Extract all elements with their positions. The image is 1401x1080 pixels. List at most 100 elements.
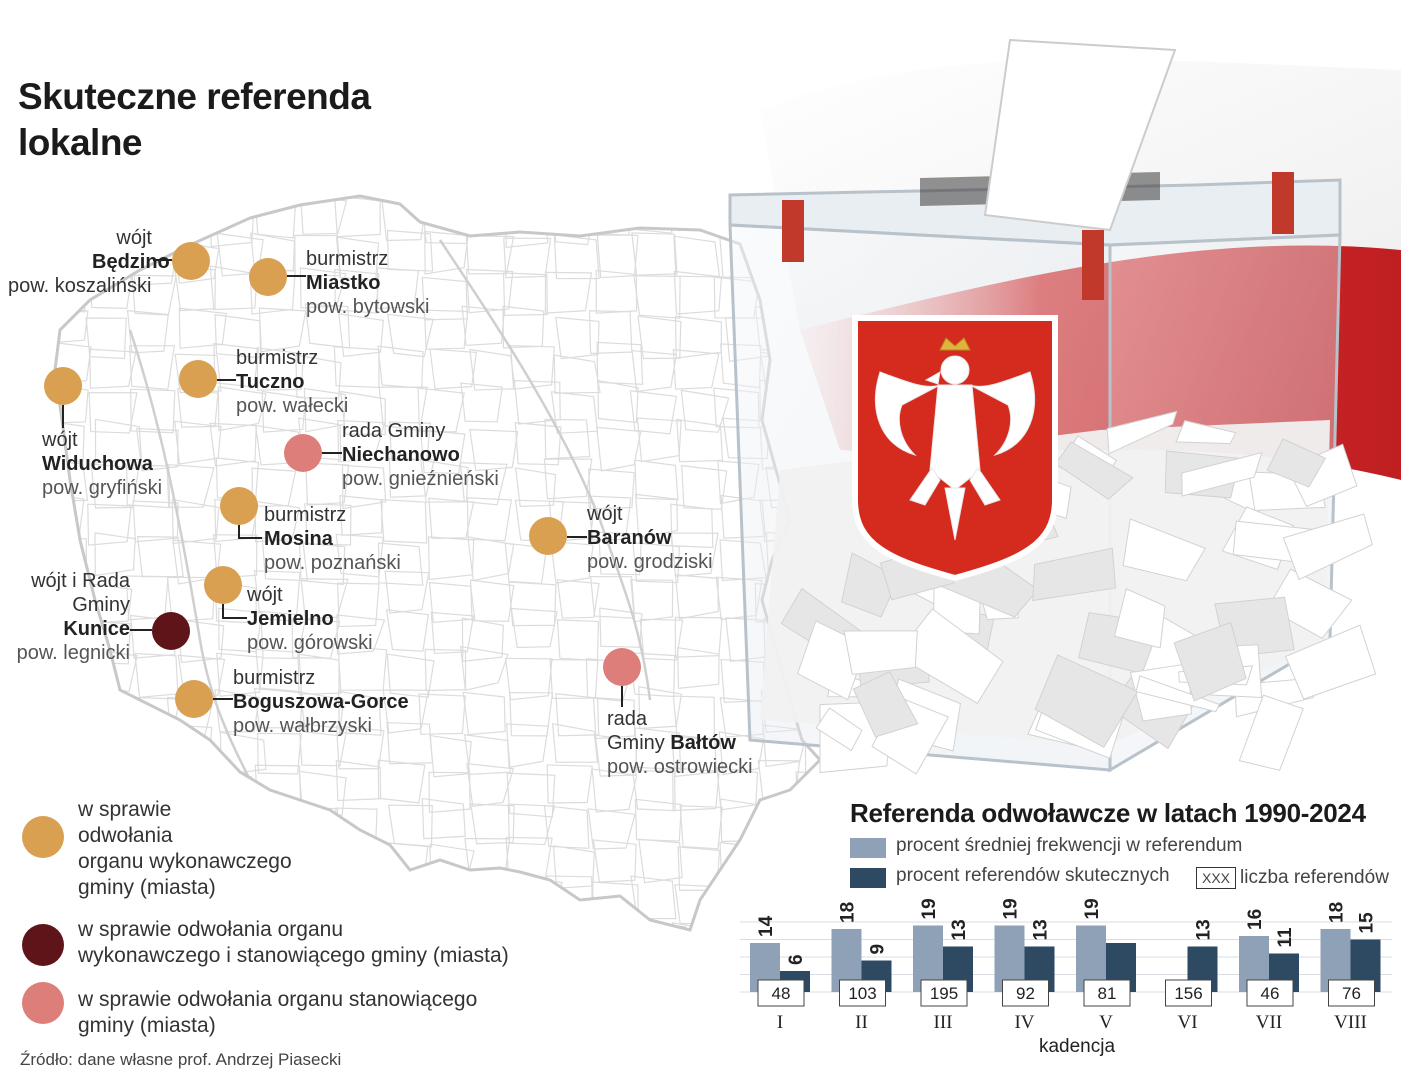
county-border	[469, 348, 516, 391]
county-border	[461, 305, 505, 347]
count-box	[1246, 979, 1294, 1007]
county-border	[466, 497, 513, 542]
county-border	[592, 914, 641, 930]
county-border	[462, 877, 511, 923]
county-border	[55, 197, 89, 242]
marker-baranow	[529, 517, 567, 555]
county-border	[294, 807, 339, 852]
county-border	[334, 196, 381, 238]
marker-tuczno	[179, 360, 217, 398]
legend-swatch-turnout	[850, 838, 886, 858]
county-border	[670, 503, 714, 549]
county-border	[126, 309, 169, 354]
county-border	[297, 653, 342, 695]
county-border	[171, 498, 220, 545]
county-border	[670, 734, 717, 778]
count-box	[920, 979, 968, 1007]
county-border	[305, 462, 350, 506]
county-border	[166, 576, 216, 622]
county-border	[94, 532, 136, 577]
county-border	[671, 922, 715, 930]
county-border	[386, 653, 435, 698]
value-label-success: 13	[1194, 919, 1215, 940]
ballot-shard	[852, 671, 919, 738]
county-border	[335, 236, 380, 282]
label-baranow: wójt Baranów pow. grodziski	[587, 503, 713, 573]
county-border	[508, 581, 557, 627]
label-niechanowo: rada Gminy Niechanowo pow. gnieźnieński	[342, 420, 499, 490]
label-boguszow: burmistrz Boguszowa-Gorce pow. wałbrzyski	[233, 667, 409, 737]
county-border	[304, 503, 352, 546]
count-box	[1002, 979, 1049, 1007]
ballot-shard	[1113, 588, 1166, 649]
ballot-shard	[1266, 568, 1353, 639]
ballot-shard	[1034, 654, 1139, 748]
count-box	[1328, 979, 1375, 1007]
county-border	[502, 272, 548, 316]
county-border	[256, 732, 302, 775]
county-border	[298, 541, 346, 586]
county-border	[634, 798, 682, 842]
connector-line	[238, 525, 262, 539]
county-border	[377, 542, 424, 586]
label-widuchowa: wójt Widuchowa pow. gryfiński	[42, 429, 163, 499]
county-border	[55, 341, 92, 387]
county-border	[556, 619, 600, 662]
county-border	[340, 390, 386, 436]
county-border	[514, 467, 557, 507]
county-border	[217, 386, 267, 432]
county-border	[90, 463, 140, 509]
category-label: III	[934, 1012, 953, 1033]
county-border	[460, 382, 503, 423]
county-border	[549, 201, 596, 246]
county-border	[461, 617, 504, 663]
ballot-paper	[983, 38, 1177, 232]
county-border	[462, 691, 506, 736]
label-bedzino: wójt Będzino	[92, 227, 170, 273]
county-border	[127, 722, 172, 768]
county-border	[428, 497, 475, 540]
page-title: Skuteczne referenda lokalne	[18, 74, 371, 166]
county-border	[505, 202, 549, 249]
county-border	[544, 418, 591, 460]
ballot-shard	[1266, 438, 1327, 488]
county-border	[429, 348, 478, 390]
county-border	[553, 354, 601, 394]
county-border	[470, 803, 515, 845]
county-border	[174, 353, 222, 394]
chart-bars: 14648I189103II1913195III191392IV1981V-13…	[750, 898, 1381, 1033]
referenda-bar-chart: 14648I189103II1913195III191392IV1981V-13…	[740, 898, 1392, 1057]
title-line-1: Skuteczne referenda	[18, 76, 371, 117]
marker-boguszow	[175, 680, 213, 718]
river	[438, 239, 652, 701]
county-bedzino: pow. koszaliński	[8, 275, 152, 297]
county-border	[596, 426, 642, 472]
marker-widuchowa	[44, 367, 82, 405]
title-line-2: lokalne	[18, 122, 143, 163]
marker-jemielno	[204, 566, 242, 604]
value-label-turnout: 18	[1327, 902, 1348, 923]
county-border	[424, 230, 469, 275]
white-eagle-icon	[875, 337, 1035, 541]
county-border	[504, 657, 553, 701]
county-border	[676, 418, 724, 463]
county-border	[553, 234, 600, 280]
county-border	[387, 229, 434, 272]
county-border	[596, 341, 644, 386]
county-border	[634, 727, 682, 772]
label-kunice: wójt i Rada Gminy Kunice pow. legnicki	[16, 570, 130, 664]
value-label-turnout: 18	[838, 902, 859, 923]
marker-baltow	[603, 648, 641, 686]
county-border	[469, 428, 519, 472]
value-label-turnout: 19	[1082, 898, 1103, 919]
county-border	[430, 611, 475, 654]
county-border	[592, 881, 639, 922]
marker-niechanowo	[284, 434, 322, 472]
county-border	[380, 498, 428, 544]
county-border	[459, 462, 508, 506]
county-border	[469, 579, 515, 622]
county-border	[419, 429, 466, 475]
chart-title: Referenda odwoławcze w latach 1990-2024	[850, 798, 1366, 828]
category-label: VIII	[1334, 1012, 1367, 1033]
category-label: I	[777, 1012, 783, 1033]
